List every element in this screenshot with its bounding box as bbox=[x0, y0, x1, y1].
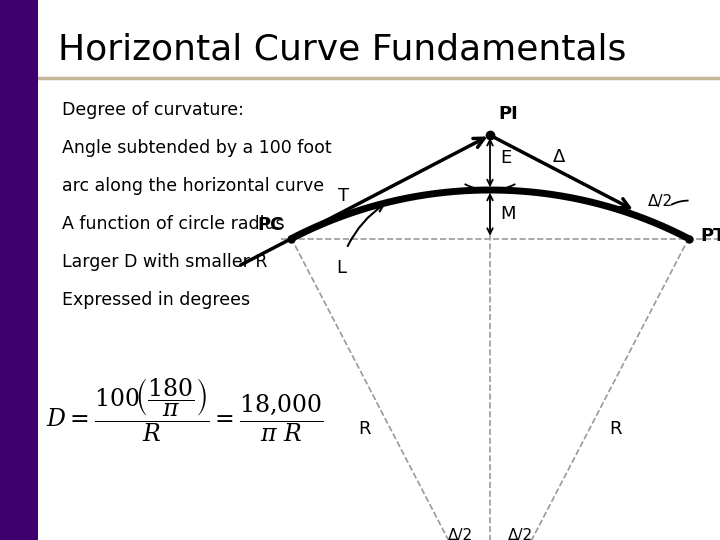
Text: Degree of curvature:: Degree of curvature: bbox=[62, 101, 244, 119]
Text: $D = \dfrac{100\!\left(\dfrac{180}{\pi}\right)}{R} = \dfrac{18{,}000}{\pi\ R}$: $D = \dfrac{100\!\left(\dfrac{180}{\pi}\… bbox=[46, 376, 324, 444]
Text: PC: PC bbox=[257, 215, 284, 234]
Text: Larger D with smaller R: Larger D with smaller R bbox=[62, 253, 268, 271]
Text: L: L bbox=[336, 259, 346, 276]
Text: arc along the horizontal curve: arc along the horizontal curve bbox=[62, 177, 324, 195]
Text: CEE 320
Fall 2008: CEE 320 Fall 2008 bbox=[8, 466, 30, 510]
Text: A function of circle radius: A function of circle radius bbox=[62, 215, 284, 233]
Text: R: R bbox=[359, 420, 371, 438]
Text: M: M bbox=[500, 205, 516, 224]
Text: T: T bbox=[338, 187, 349, 205]
Text: PI: PI bbox=[498, 105, 518, 123]
Text: Expressed in degrees: Expressed in degrees bbox=[62, 291, 250, 309]
Text: PT: PT bbox=[701, 227, 720, 245]
Text: E: E bbox=[500, 148, 511, 167]
Text: Δ/2: Δ/2 bbox=[648, 193, 673, 208]
Text: Δ/2: Δ/2 bbox=[508, 528, 533, 540]
Text: R: R bbox=[609, 420, 622, 438]
Text: Angle subtended by a 100 foot: Angle subtended by a 100 foot bbox=[62, 139, 332, 157]
Text: Horizontal Curve Fundamentals: Horizontal Curve Fundamentals bbox=[58, 33, 626, 67]
Bar bbox=[0, 0, 38, 540]
Text: Δ/2: Δ/2 bbox=[447, 528, 472, 540]
Text: Δ: Δ bbox=[553, 148, 565, 166]
